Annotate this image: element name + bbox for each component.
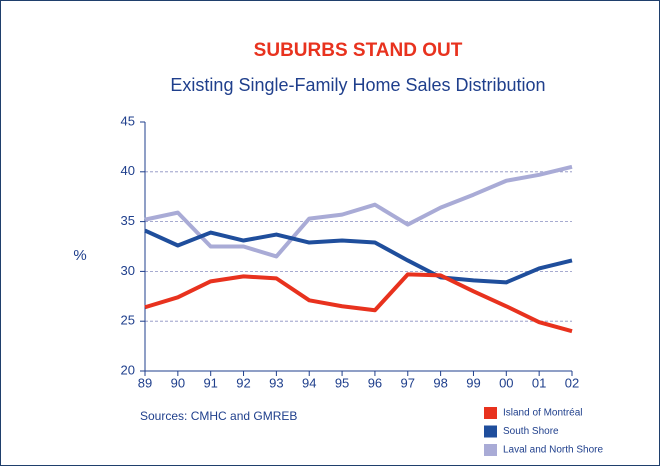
y-tick-label: 40 [121,163,135,178]
x-tick-label: 90 [171,375,185,390]
y-tick-label: 30 [121,263,135,278]
x-tick-label: 93 [269,375,283,390]
x-tick-label: 89 [138,375,152,390]
legend-swatch [484,444,497,456]
x-tick-label: 01 [532,375,546,390]
x-tick-label: 94 [302,375,316,390]
series-line [144,164,573,259]
x-tick-label: 96 [368,375,382,390]
legend-label: Island of Montréal [503,408,583,419]
y-tick-label: 35 [121,213,135,228]
source-note: Sources: CMHC and GMREB [140,409,297,423]
x-tick-label: 95 [335,375,349,390]
legend-label: South Shore [503,426,559,437]
series-line [144,228,573,285]
series-line [144,272,573,334]
x-tick-label: 99 [466,375,480,390]
y-tick-label: 20 [121,362,135,377]
x-tick-label: 02 [565,375,579,390]
x-tick-label: 97 [401,375,415,390]
x-tick-label: 92 [236,375,250,390]
y-tick-label: 45 [121,113,135,128]
chart-subtitle: Existing Single-Family Home Sales Distri… [170,75,545,95]
x-tick-label: 98 [433,375,447,390]
x-tick-label: 00 [499,375,513,390]
y-tick-label: 25 [121,313,135,328]
legend-label: Laval and North Shore [503,445,604,456]
chart-title: SUBURBS STAND OUT [254,40,463,61]
x-tick-label: 91 [203,375,217,390]
legend-swatch [484,425,497,438]
legend-swatch [484,407,497,419]
y-axis-label: % [73,247,86,264]
